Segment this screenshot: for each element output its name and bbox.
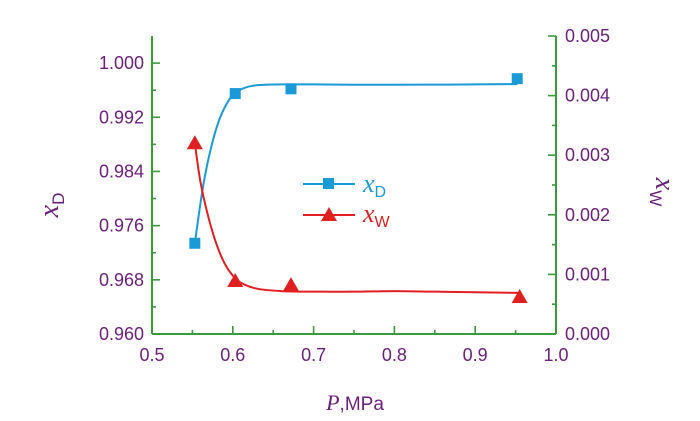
series-line-xw (193, 143, 520, 294)
data-point-xd (285, 83, 297, 95)
x-tick-label: 1.0 (543, 345, 568, 365)
legend-marker-xw (321, 207, 337, 221)
data-point-xd (189, 237, 201, 249)
legend: xD xW (303, 169, 391, 231)
x-tick-label: 0.5 (139, 345, 164, 365)
y-right-axis-title-symbol: x (649, 177, 680, 191)
y-left-tick-label: 0.992 (99, 107, 144, 127)
y-right-tick-label: 0.000 (565, 324, 610, 344)
x-tick-label: 0.7 (301, 345, 326, 365)
x-axis-title-symbol: P (325, 390, 339, 415)
y-left-axis-title: xD (34, 193, 68, 219)
legend-label-xw-symbol: x (362, 199, 375, 228)
y-right-tick-label: 0.005 (565, 26, 610, 46)
legend-label-xd-sub: D (375, 184, 387, 201)
y-left-tick-label: 1.000 (99, 53, 144, 73)
data-point-xd (229, 88, 241, 100)
y-left-tick-label: 0.968 (99, 270, 144, 290)
data-point-xw (282, 277, 299, 292)
y-right-tick-label: 0.003 (565, 145, 610, 165)
y-right-tick-label: 0.004 (565, 86, 610, 106)
data-point-xd (511, 73, 523, 85)
y-left-axis-ticks: 0.960 0.968 0.976 0.984 0.992 1.000 (99, 53, 160, 344)
legend-label-xd: xD (362, 169, 386, 201)
legend-label-xw-sub: W (375, 214, 391, 231)
y-right-axis-title-sub: W (646, 190, 665, 206)
x-tick-label: 0.8 (382, 345, 407, 365)
data-point-xw (511, 289, 528, 304)
x-axis-title: P,MPa (325, 390, 384, 415)
series-lines (193, 83, 520, 294)
x-tick-label: 0.6 (220, 345, 245, 365)
y-right-tick-label: 0.001 (565, 264, 610, 284)
legend-marker-xd (323, 178, 334, 189)
x-axis-ticks: 0.5 0.6 0.7 0.8 0.9 1.0 (139, 326, 569, 365)
y-right-axis-title: xW (646, 177, 680, 206)
y-left-axis-title-sub: D (49, 193, 68, 205)
legend-label-xd-symbol: x (362, 169, 375, 198)
y-right-tick-label: 0.002 (565, 205, 610, 225)
data-point-xw (227, 272, 244, 287)
y-left-tick-label: 0.960 (99, 324, 144, 344)
y-left-tick-label: 0.984 (99, 161, 144, 181)
x-tick-label: 0.9 (463, 345, 488, 365)
y-left-axis-title-symbol: x (34, 204, 65, 218)
series-points (186, 73, 528, 304)
x-axis-title-unit: ,MPa (340, 394, 385, 415)
y-left-tick-label: 0.976 (99, 216, 144, 236)
legend-label-xw: xW (362, 199, 391, 231)
y-right-axis-ticks: 0.000 0.001 0.002 0.003 0.004 0.005 (548, 26, 610, 344)
data-point-xw (186, 135, 203, 150)
series-line-xd (193, 83, 518, 244)
